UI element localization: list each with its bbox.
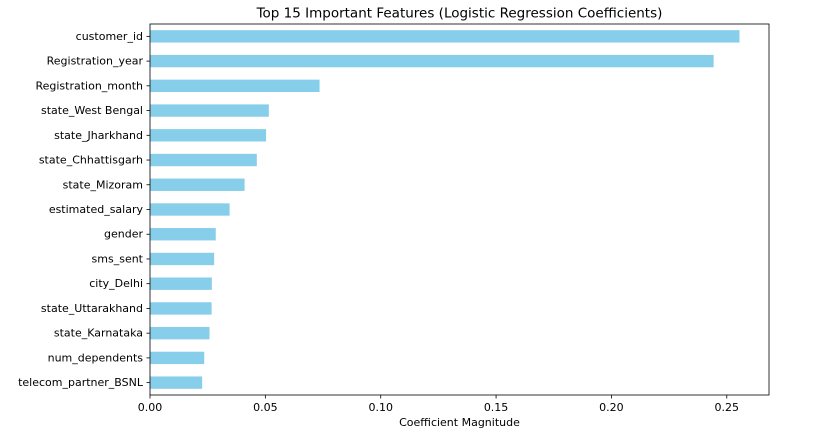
y-tick-label: state_West Bengal xyxy=(41,104,143,117)
y-tick-label: num_dependents xyxy=(48,351,144,364)
y-tick-label: state_Uttarakhand xyxy=(41,302,143,315)
y-tick-label: gender xyxy=(104,228,143,241)
bar-state-karnataka xyxy=(150,326,210,340)
y-tick-label: estimated_salary xyxy=(49,203,144,216)
chart-title: Top 15 Important Features (Logistic Regr… xyxy=(256,6,663,22)
x-tick-label: 0.00 xyxy=(138,401,163,414)
bar-telecom-partner-bsnl xyxy=(150,376,203,389)
x-axis: 0.00 0.05 0.10 0.15 0.20 0.25 xyxy=(138,395,739,414)
x-tick-label: 0.15 xyxy=(484,401,509,414)
y-tick-label: telecom_partner_BSNL xyxy=(18,376,144,389)
bar-gender xyxy=(150,228,216,241)
y-axis: customer_id Registration_year Registration… xyxy=(18,30,150,389)
bar-state-uttarakhand xyxy=(150,302,212,315)
bar-city-delhi xyxy=(150,277,212,290)
bar-registration-month xyxy=(150,79,320,93)
y-tick-label: state_Jharkhand xyxy=(54,129,143,142)
y-tick-label: Registration_month xyxy=(35,79,143,92)
y-tick-label: state_Karnataka xyxy=(54,327,143,340)
y-tick-label: sms_sent xyxy=(92,252,144,265)
bar-state-chhattisgarh xyxy=(150,153,257,167)
bar-estimated-salary xyxy=(150,203,230,216)
y-tick-label: customer_id xyxy=(76,30,143,43)
bar-series xyxy=(150,30,740,389)
bar-state-mizoram xyxy=(150,178,245,191)
bar-sms-sent xyxy=(150,252,215,266)
x-tick-label: 0.05 xyxy=(253,401,278,414)
bar-state-west-bengal xyxy=(150,104,269,117)
bar-customer-id xyxy=(150,30,740,43)
x-axis-label: Coefficient Magnitude xyxy=(399,416,520,429)
bar-state-jharkhand xyxy=(150,129,267,142)
bar-num-dependents xyxy=(150,351,205,365)
y-tick-label: city_Delhi xyxy=(89,277,143,290)
x-tick-label: 0.20 xyxy=(599,401,624,414)
x-tick-label: 0.25 xyxy=(715,401,740,414)
y-tick-label: Registration_year xyxy=(47,55,144,68)
y-tick-label: state_Chhattisgarh xyxy=(39,154,143,167)
x-tick-label: 0.10 xyxy=(368,401,393,414)
bar-registration-year xyxy=(150,54,714,68)
y-tick-label: state_Mizoram xyxy=(63,178,143,191)
plot-frame xyxy=(149,23,770,396)
